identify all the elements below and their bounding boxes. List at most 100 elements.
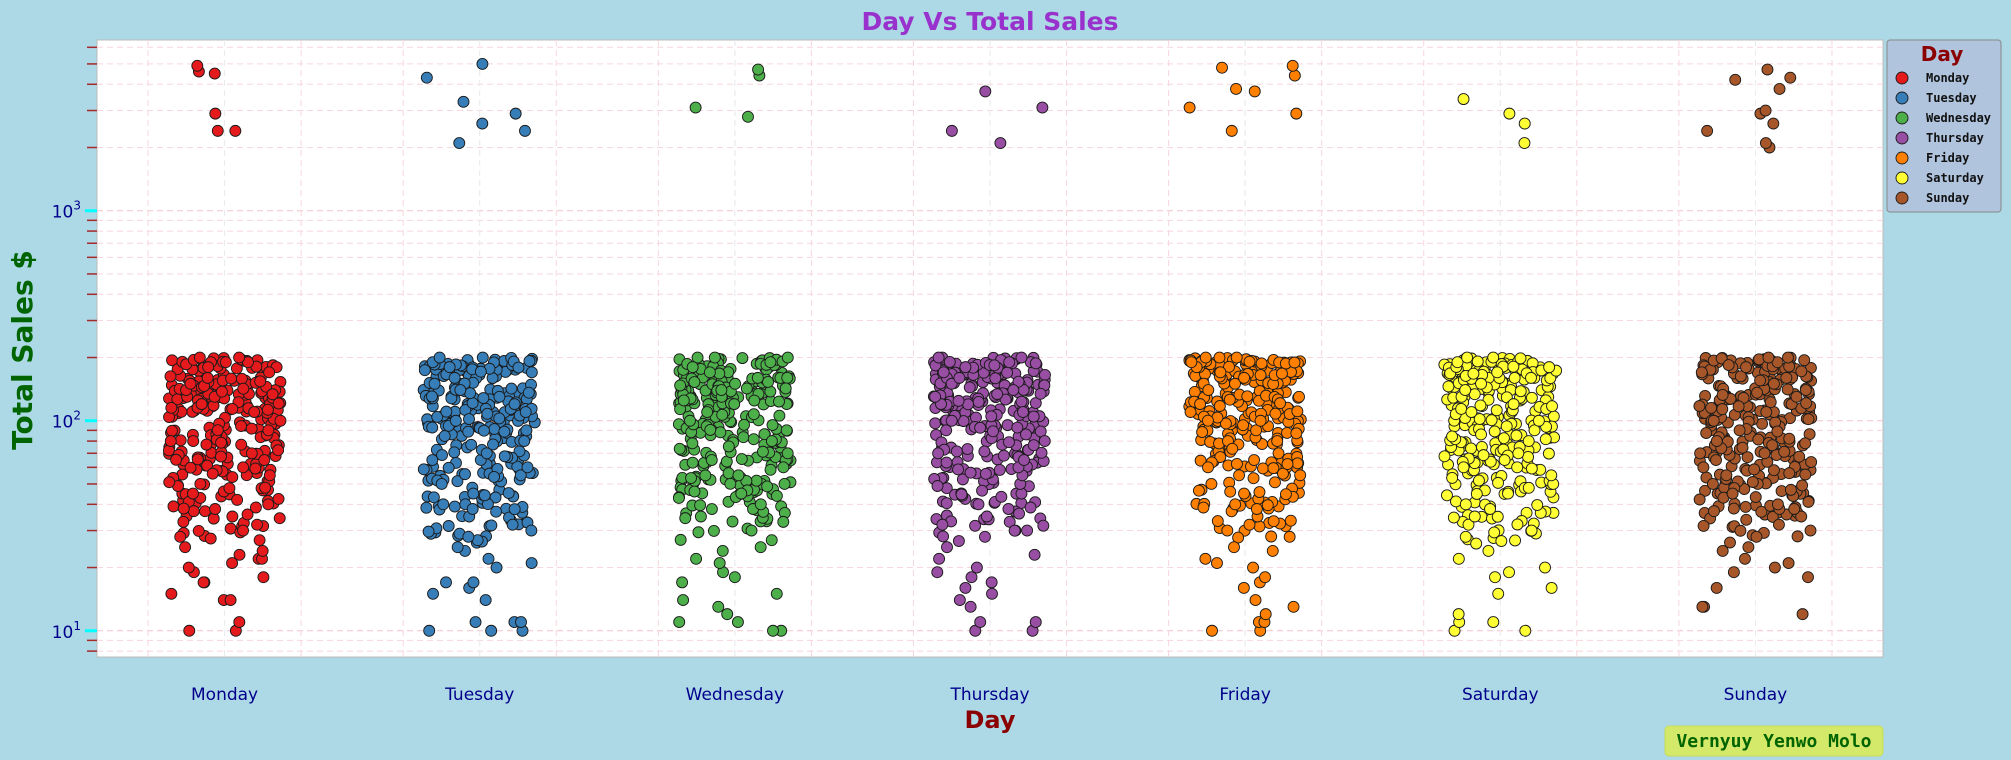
- data-point: [1196, 426, 1209, 439]
- data-point: [1259, 608, 1272, 621]
- data-point: [1734, 370, 1747, 383]
- data-point-outlier: [1701, 124, 1714, 137]
- data-point: [490, 561, 503, 574]
- data-point: [478, 489, 491, 502]
- data-point-outlier: [1729, 73, 1742, 86]
- data-point: [165, 587, 178, 600]
- data-point: [1772, 498, 1784, 511]
- data-point: [508, 503, 521, 516]
- data-point: [1784, 483, 1797, 496]
- data-point: [420, 501, 433, 514]
- data-point: [740, 382, 753, 395]
- data-point: [1470, 537, 1483, 550]
- data-point: [1199, 351, 1212, 364]
- data-point: [1238, 487, 1250, 500]
- data-point: [1029, 397, 1042, 410]
- data-point: [425, 390, 438, 403]
- data-point-outlier: [229, 124, 242, 137]
- data-point: [263, 469, 276, 482]
- data-point: [448, 500, 461, 513]
- data-point: [931, 480, 944, 492]
- data-point: [964, 466, 977, 479]
- data-point: [1511, 518, 1524, 531]
- series-tuesday: [417, 57, 541, 637]
- data-point: [1760, 406, 1773, 419]
- data-point: [952, 463, 965, 476]
- data-point: [515, 616, 527, 629]
- data-point: [1722, 359, 1735, 371]
- data-point: [1194, 398, 1207, 411]
- legend-box: [1886, 39, 2002, 213]
- data-point: [1474, 399, 1487, 412]
- data-point: [1708, 505, 1720, 518]
- data-point-outlier: [1216, 61, 1228, 74]
- data-point: [1197, 501, 1210, 514]
- data-point: [262, 424, 275, 437]
- data-point: [745, 524, 758, 537]
- x-tick-label: Saturday: [1462, 685, 1539, 705]
- data-point: [715, 384, 728, 397]
- data-point: [1459, 530, 1472, 543]
- legend-title: Day: [1921, 42, 1964, 66]
- data-point: [986, 587, 998, 600]
- data-point: [1255, 357, 1268, 370]
- data-point: [1002, 503, 1015, 515]
- data-point: [1015, 395, 1028, 408]
- data-point: [215, 385, 228, 398]
- data-point: [770, 587, 783, 600]
- data-point: [1020, 428, 1032, 441]
- data-point: [1291, 457, 1304, 470]
- data-point: [1477, 449, 1490, 462]
- data-point: [950, 445, 963, 458]
- data-point: [987, 425, 999, 438]
- data-point: [1248, 454, 1261, 466]
- data-point: [1502, 487, 1514, 500]
- data-point: [1799, 468, 1812, 481]
- data-point: [272, 397, 285, 410]
- data-point: [748, 394, 761, 407]
- data-point-outlier: [1773, 83, 1786, 95]
- data-point: [459, 468, 471, 481]
- data-point: [1001, 366, 1014, 379]
- legend-label: Sunday: [1926, 191, 1969, 205]
- data-point: [952, 394, 965, 407]
- data-point: [1751, 386, 1764, 399]
- data-point: [1802, 413, 1815, 426]
- data-point: [1754, 374, 1767, 387]
- data-point: [1184, 406, 1197, 419]
- data-point: [167, 500, 180, 513]
- data-point: [235, 438, 248, 451]
- data-point: [164, 435, 177, 448]
- data-point: [197, 576, 210, 589]
- data-point: [1767, 464, 1780, 477]
- data-point: [754, 541, 767, 554]
- x-tick-label: Wednesday: [686, 685, 784, 705]
- data-point: [941, 541, 953, 554]
- data-point: [701, 406, 714, 419]
- data-point: [1277, 467, 1289, 480]
- data-point: [431, 410, 444, 423]
- data-point: [764, 385, 777, 398]
- data-point: [963, 381, 976, 394]
- data-point: [729, 377, 742, 390]
- data-point-outlier: [979, 85, 992, 98]
- data-point: [1500, 420, 1513, 433]
- data-point: [692, 526, 705, 539]
- data-point: [209, 503, 222, 515]
- data-point: [714, 426, 727, 439]
- data-point: [1724, 536, 1736, 549]
- data-point: [767, 624, 779, 637]
- data-point: [493, 390, 506, 403]
- data-point: [261, 403, 274, 416]
- data-point: [1727, 566, 1740, 579]
- data-point: [1202, 384, 1215, 397]
- data-point-outlier: [509, 107, 522, 120]
- data-point: [993, 463, 1006, 476]
- data-point: [1467, 367, 1480, 380]
- data-point: [1213, 400, 1226, 412]
- data-point: [732, 469, 745, 482]
- data-point: [1224, 485, 1237, 498]
- x-tick-label: Tuesday: [444, 685, 514, 705]
- data-point: [1438, 450, 1451, 463]
- data-point: [1021, 524, 1034, 537]
